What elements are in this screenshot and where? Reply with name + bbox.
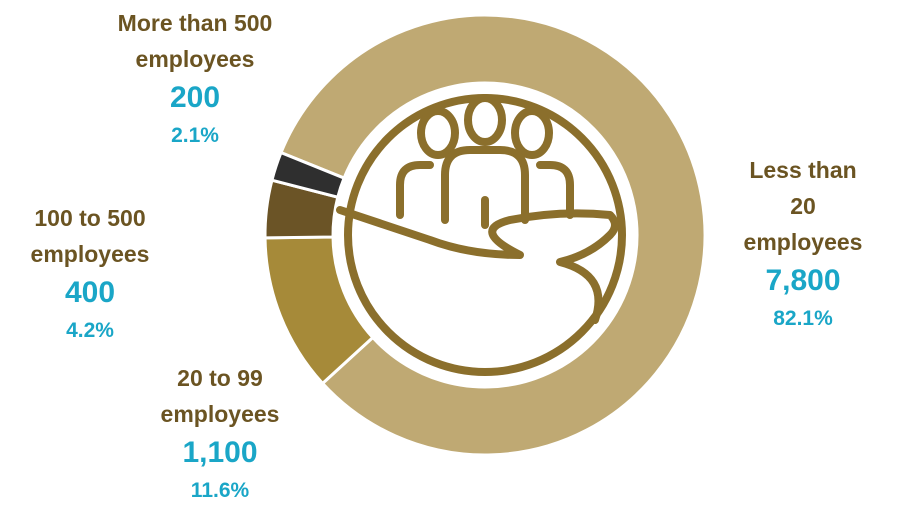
percentage-label: 4.2% <box>66 319 114 342</box>
icon-body <box>536 161 574 219</box>
value-label: 1,100 <box>182 436 258 469</box>
people-icon <box>336 94 626 376</box>
slice-label: 100 to 500 employees 400 4.2% <box>31 200 150 348</box>
value-label: 400 <box>64 276 116 309</box>
icon-head <box>417 107 459 159</box>
icon-body <box>441 146 529 224</box>
icon-head <box>511 107 553 159</box>
value-label: 200 <box>169 81 221 114</box>
category-label: Less than 20 employees <box>743 157 863 255</box>
slices <box>263 13 707 457</box>
slice-label: More than 500 employees 200 2.1% <box>118 5 273 153</box>
icon-hand <box>336 206 619 324</box>
donut-slice <box>270 150 347 199</box>
slice-label: Less than 20 employees 7,800 82.1% <box>744 152 863 336</box>
percentage-label: 2.1% <box>171 124 219 147</box>
icon-head <box>464 94 506 146</box>
donut-slice <box>279 13 707 457</box>
percentage-label: 11.6% <box>190 479 250 502</box>
category-label: 20 to 99 employees <box>160 365 280 427</box>
category-label: More than 500 employees <box>117 10 273 72</box>
icon-body <box>396 161 434 219</box>
percentage-label: 82.1% <box>773 307 833 330</box>
value-label: 7,800 <box>765 264 841 297</box>
slice-label: 20 to 99 employees 1,100 11.6% <box>161 360 280 508</box>
category-label: 100 to 500 employees <box>30 205 150 267</box>
